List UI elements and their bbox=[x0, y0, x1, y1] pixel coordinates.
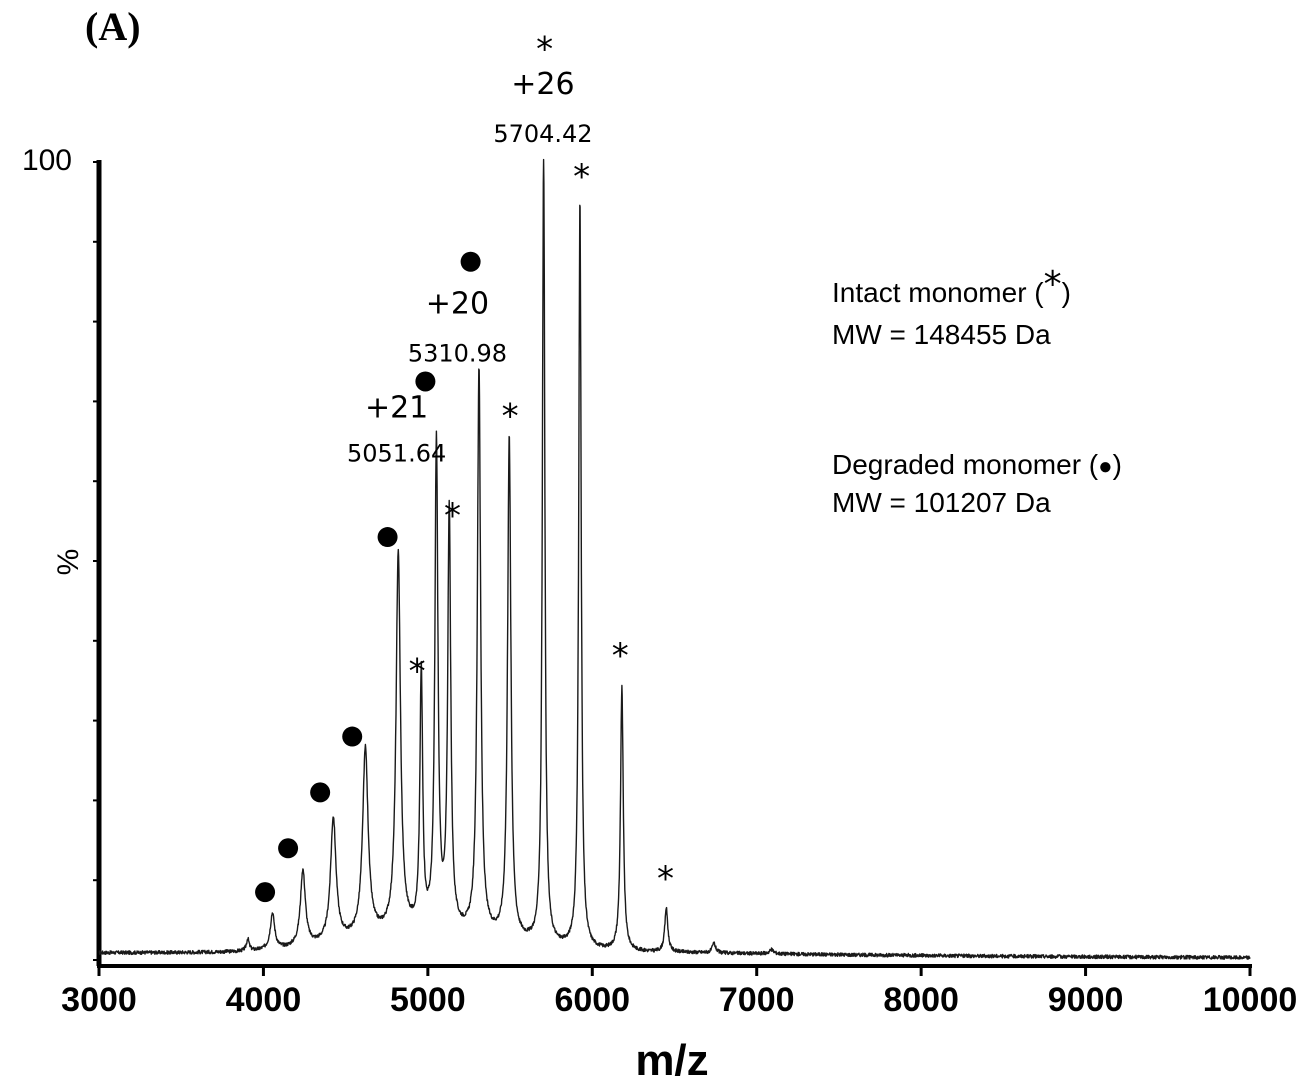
x-tick-label-10000: 10000 bbox=[1203, 981, 1298, 1019]
x-ticks: 3000 4000 5000 6000 7000 8000 9000 10000 bbox=[61, 966, 1297, 1019]
peak-annotations: +26 5704.42 +20 5310.98 +21 5051.64 bbox=[347, 67, 593, 467]
mz-label-1: 5310.98 bbox=[408, 340, 507, 368]
mz-label-2: 5051.64 bbox=[347, 439, 446, 467]
y-ticks bbox=[93, 161, 99, 961]
y-tick-label-100: 100 bbox=[22, 144, 72, 177]
charge-label-2: +21 bbox=[365, 390, 428, 425]
panel-label: (A) bbox=[85, 4, 141, 49]
x-axis-label: m/z bbox=[635, 1036, 708, 1083]
degraded-dot-marker-5 bbox=[278, 838, 299, 859]
degraded-dot-marker-6 bbox=[255, 882, 276, 903]
legend-intact: Intact monomer (*) bbox=[832, 264, 1071, 308]
x-tick-label-7000: 7000 bbox=[719, 981, 795, 1019]
intact-star-marker-3: * bbox=[444, 496, 461, 536]
degraded-dot-marker-1 bbox=[415, 371, 436, 392]
x-tick-label-8000: 8000 bbox=[883, 981, 959, 1019]
y-axis-label: % bbox=[52, 549, 85, 576]
mz-label-0: 5704.42 bbox=[493, 120, 592, 148]
axes bbox=[96, 160, 1252, 968]
intact-star-marker-2: * bbox=[502, 396, 519, 436]
x-tick-label-9000: 9000 bbox=[1048, 981, 1124, 1019]
legend-degraded: Degraded monomer (●) bbox=[832, 449, 1122, 480]
x-tick-label-3000: 3000 bbox=[61, 981, 137, 1019]
degraded-dot-marker-4 bbox=[310, 782, 331, 803]
legend: Intact monomer (*) MW = 148455 Da Degrad… bbox=[832, 264, 1122, 518]
x-tick-label-6000: 6000 bbox=[554, 981, 630, 1019]
intact-star-marker-4: * bbox=[409, 652, 426, 692]
intact-star-marker-5: * bbox=[612, 636, 629, 676]
charge-label-0: +26 bbox=[511, 67, 574, 102]
spectrum-line bbox=[98, 158, 1251, 960]
intact-star-marker-6: * bbox=[657, 859, 674, 899]
degraded-dot-marker-3 bbox=[342, 726, 363, 747]
charge-label-1: +20 bbox=[426, 287, 489, 322]
x-tick-label-4000: 4000 bbox=[226, 981, 302, 1019]
intact-star-marker-1: * bbox=[573, 157, 590, 197]
peak-markers: * * * * * * * bbox=[255, 29, 674, 903]
degraded-dot-marker-2 bbox=[377, 527, 398, 548]
legend-degraded-mw: MW = 101207 Da bbox=[832, 487, 1051, 518]
x-tick-label-5000: 5000 bbox=[390, 981, 466, 1019]
legend-intact-mw: MW = 148455 Da bbox=[832, 319, 1051, 350]
degraded-dot-marker-0 bbox=[460, 251, 481, 272]
intact-star-marker-0: * bbox=[536, 29, 553, 69]
